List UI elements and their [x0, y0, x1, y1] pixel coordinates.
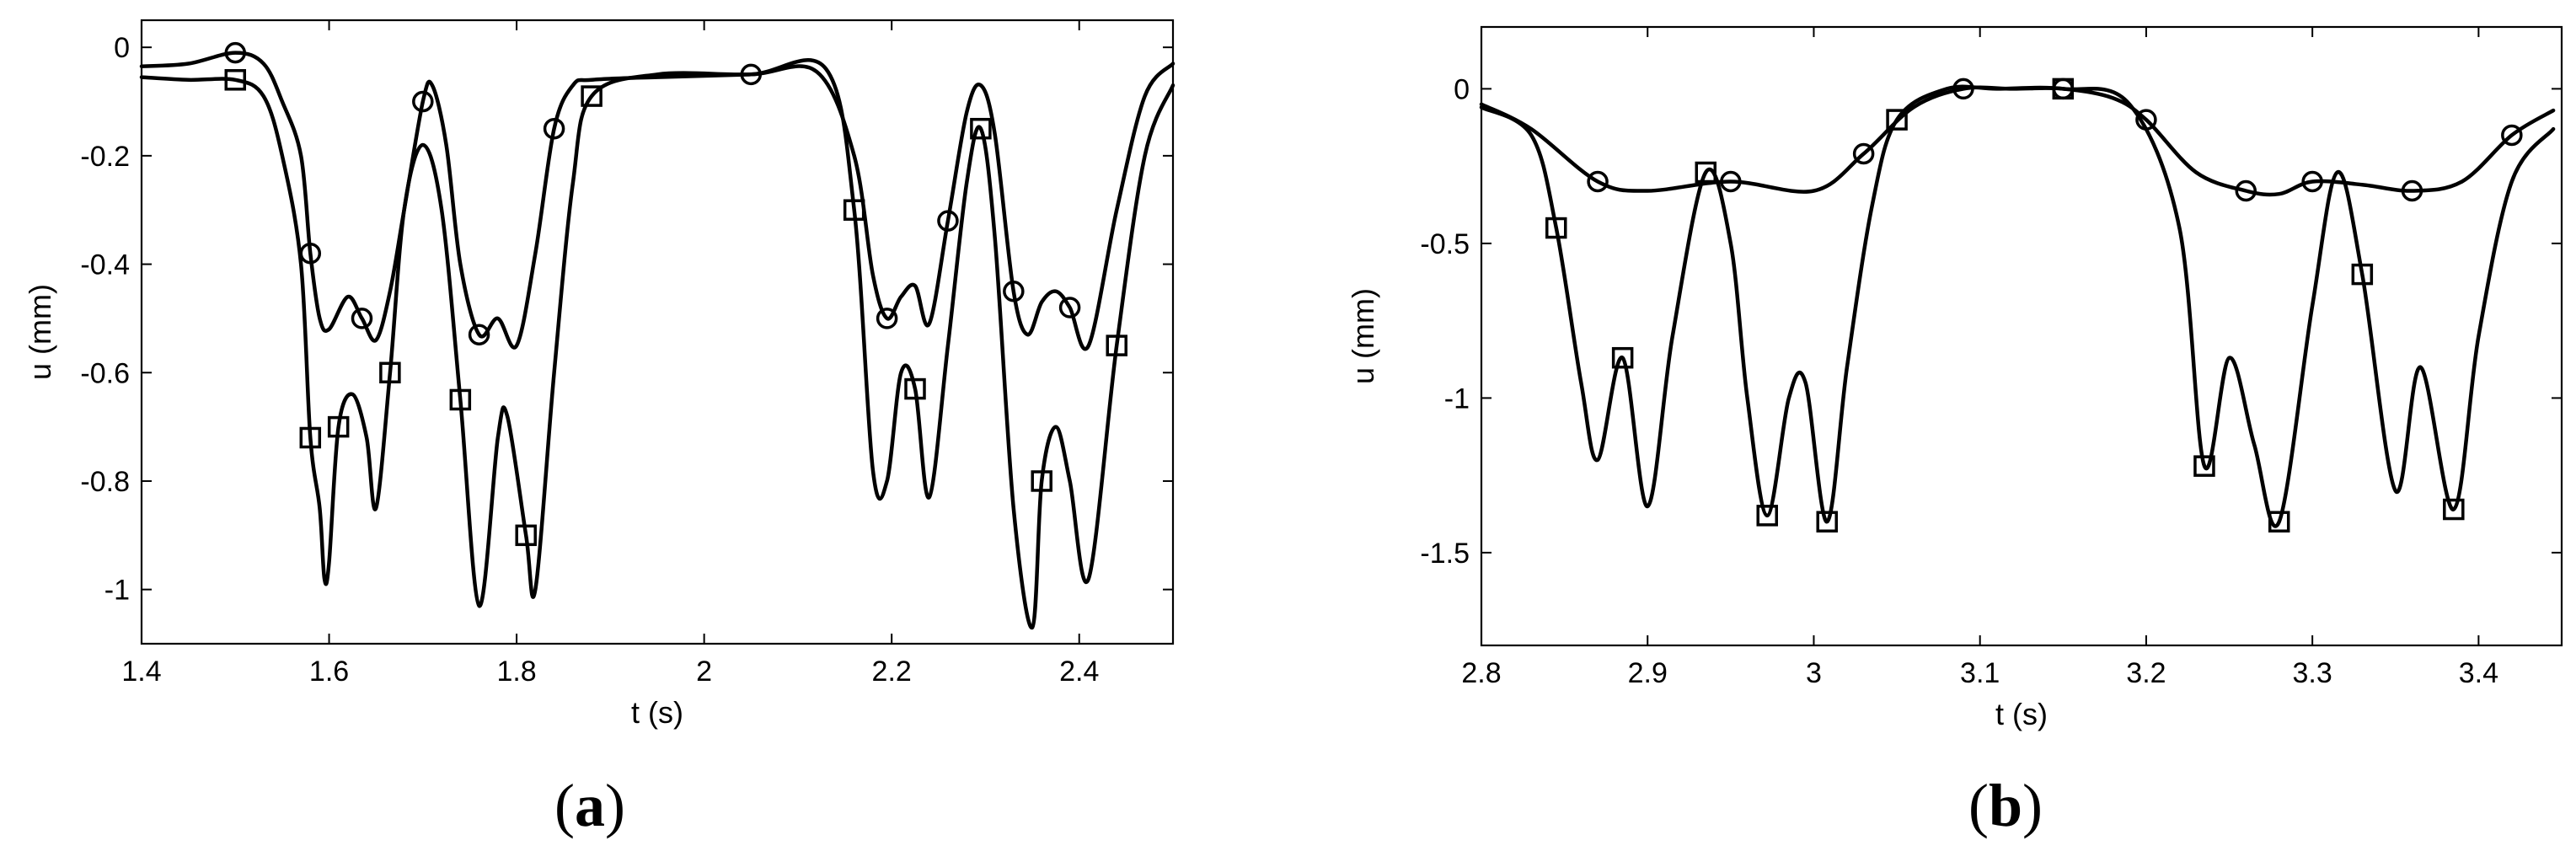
x-tick-label-b: 2.9 — [1628, 657, 1668, 689]
marker-square-a — [1031, 470, 1052, 492]
x-axis-label-b: t (s) — [1995, 697, 2048, 731]
y-tick-label-a: 0 — [114, 32, 130, 64]
marker-circle-a — [224, 41, 247, 64]
series-line-square-a — [139, 58, 1176, 629]
marker-layer-a — [224, 41, 1127, 547]
series-line-square-b — [1479, 84, 2556, 528]
marker-square-a — [1106, 335, 1127, 356]
marker-circle-a — [740, 63, 763, 86]
series-layer-b — [1479, 84, 2556, 528]
x-axis-label-a: t (s) — [631, 695, 683, 730]
marker-circle-b — [1720, 170, 1742, 193]
marker-circle-a — [543, 117, 565, 140]
marker-square-a — [970, 117, 992, 140]
marker-square-a — [299, 426, 322, 449]
marker-circle-b — [2135, 109, 2157, 131]
marker-square-a — [843, 199, 865, 221]
y-tick-label-b: -1.5 — [1420, 538, 1470, 570]
series-line-circle-b — [1479, 85, 2556, 197]
chart-panel-a: 1.4 1.6 1.8 2 2.2 2.4 0 -0.2 -0.4 -0.6 -0.8 -1 t (s… — [23, 19, 1176, 839]
ticks-layer-b: 2.8 2.9 3 3.1 3.2 3.3 3.4 0 -0.5 -1 -1.5 — [1420, 27, 2562, 689]
marker-circle-b — [2501, 124, 2523, 147]
marker-circle-a — [351, 308, 373, 329]
marker-square-a — [581, 85, 602, 107]
marker-circle-a — [937, 210, 959, 232]
plot-frame-b — [1480, 25, 2563, 647]
panel-letter-b: b — [1989, 772, 2022, 839]
y-tick-label-a: -1 — [104, 575, 130, 607]
x-tick-label-b: 3.4 — [2459, 657, 2498, 689]
marker-circle-b — [1587, 170, 1609, 193]
x-tick-label-b: 3.3 — [2293, 657, 2332, 689]
marker-circle-a — [468, 324, 490, 345]
x-tick-label-a: 2.4 — [1059, 656, 1099, 688]
series-line-circle-a — [139, 51, 1176, 351]
x-tick-label-a: 2 — [696, 656, 712, 688]
marker-square-a — [327, 415, 350, 438]
marker-square-b — [2193, 455, 2215, 477]
marker-square-a — [904, 377, 926, 400]
marker-square-b — [1695, 161, 1717, 184]
x-tick-label-a: 1.6 — [309, 656, 349, 688]
marker-square-b — [1886, 109, 1908, 131]
panel-label-a: (a) — [554, 772, 625, 839]
y-tick-label-a: -0.4 — [80, 249, 130, 281]
marker-circle-a — [1003, 280, 1025, 302]
y-tick-label-b: -0.5 — [1420, 228, 1470, 260]
marker-square-b — [2443, 498, 2465, 521]
marker-square-b — [2052, 78, 2075, 100]
chart-panel-b: 2.8 2.9 3 3.1 3.2 3.3 3.4 0 -0.5 -1 -1.5 t (s) u (… — [1346, 25, 2563, 839]
marker-circle-a — [412, 90, 434, 113]
x-tick-label-b: 3.1 — [1960, 657, 2000, 689]
marker-square-a — [449, 388, 472, 411]
panel-label-b: (b) — [1968, 772, 2043, 839]
y-tick-label-a: -0.8 — [80, 466, 130, 498]
marker-square-b — [1545, 217, 1567, 239]
marker-circle-b — [1852, 142, 1875, 165]
marker-layer-b — [1545, 78, 2523, 533]
marker-square-a — [515, 524, 537, 547]
marker-square-b — [1816, 511, 1838, 533]
y-tick-label-b: -1 — [1444, 383, 1470, 415]
ticks-layer-a: 1.4 1.6 1.8 2 2.2 2.4 0 -0.2 -0.4 -0.6 -0.8 -1 — [80, 20, 1173, 688]
marker-circle-a — [876, 308, 898, 329]
marker-circle-b — [1952, 78, 1974, 100]
marker-circle-b — [2401, 179, 2423, 202]
marker-circle-a — [299, 242, 322, 265]
x-tick-label-b: 3 — [1806, 657, 1822, 689]
marker-square-b — [1756, 505, 1778, 527]
marker-square-b — [2351, 263, 2374, 286]
x-tick-label-b: 2.8 — [1461, 657, 1501, 689]
y-axis-label-a: u (mm) — [23, 284, 57, 380]
marker-circle-b — [2301, 170, 2323, 193]
y-tick-label-a: -0.2 — [80, 141, 130, 173]
y-tick-label-a: -0.6 — [80, 357, 130, 389]
marker-square-b — [2268, 511, 2290, 533]
series-layer-a — [139, 51, 1176, 629]
marker-square-a — [224, 69, 247, 91]
marker-circle-a — [1058, 297, 1081, 318]
x-tick-label-a: 2.2 — [872, 656, 912, 688]
y-axis-label-b: u (mm) — [1346, 288, 1380, 384]
panel-letter-a: a — [575, 772, 605, 839]
marker-square-a — [379, 361, 401, 384]
plot-frame-a — [140, 19, 1175, 645]
y-tick-label-b: 0 — [1454, 73, 1470, 105]
marker-square-b — [1611, 346, 1634, 369]
x-tick-label-b: 3.2 — [2126, 657, 2166, 689]
marker-circle-b — [2235, 179, 2257, 202]
x-tick-label-a: 1.8 — [496, 656, 536, 688]
x-tick-label-a: 1.4 — [121, 656, 161, 688]
